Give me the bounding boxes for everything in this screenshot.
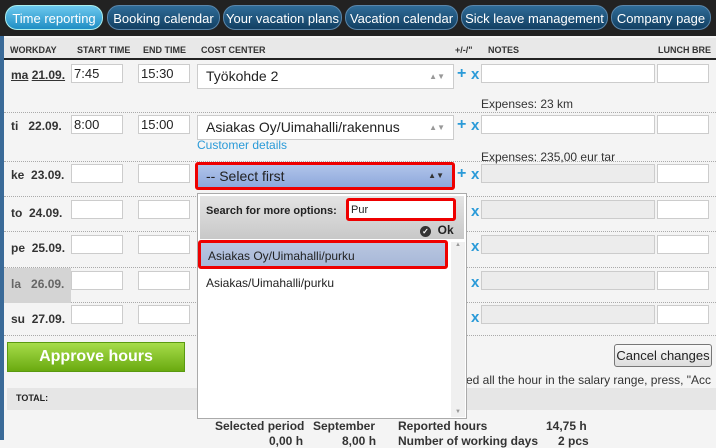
left-strip: [0, 0, 4, 440]
end-time-input[interactable]: [138, 200, 190, 219]
dropdown-option-selected[interactable]: Asiakas Oy/Uimahalli/purku: [198, 240, 448, 269]
workday: ti 22.09.: [11, 119, 62, 133]
tab-company-page[interactable]: Company page: [611, 5, 711, 30]
lunch-input[interactable]: [657, 164, 709, 183]
value-2: 8,00 h: [342, 434, 377, 448]
search-input[interactable]: Pur: [346, 198, 456, 221]
table-row: ke 23.09. -- Select first ▲▼ + x: [4, 162, 716, 197]
cost-center-select[interactable]: -- Select first ▲▼: [195, 162, 455, 190]
start-time-input[interactable]: 7:45: [71, 64, 123, 83]
notes-input[interactable]: [481, 271, 655, 290]
th-end: END TIME: [143, 45, 187, 55]
dropdown-option[interactable]: Asiakas/Uimahalli/purku: [206, 276, 335, 290]
lunch-input[interactable]: [657, 271, 709, 290]
info-text: ed all the hour in the salary range, pre…: [466, 373, 712, 387]
tab-booking-calendar[interactable]: Booking calendar: [107, 5, 220, 30]
delete-icon[interactable]: x: [471, 66, 480, 83]
search-label: Search for more options:: [206, 205, 337, 217]
reported-value: 14,75 h: [546, 419, 587, 433]
end-time-input[interactable]: [138, 271, 190, 290]
workday: ke 23.09.: [11, 168, 65, 182]
end-time-input[interactable]: [138, 235, 190, 254]
tab-time-reporting[interactable]: Time reporting: [5, 5, 103, 30]
cost-center-select[interactable]: Asiakas Oy/Uimahalli/rakennus ▲▼: [197, 115, 454, 140]
delete-icon[interactable]: x: [471, 166, 480, 183]
workday: su 27.09.: [11, 312, 66, 326]
notes-input[interactable]: [481, 200, 655, 219]
search-panel: Search for more options: Pur ✓ Ok: [200, 196, 464, 239]
working-days-label: Number of working days: [398, 434, 539, 448]
th-pm: +/-/": [455, 45, 473, 55]
period-label: Selected period: [215, 419, 305, 433]
start-time-input[interactable]: 8:00: [71, 115, 123, 134]
expenses-text: Expenses: 23 km: [481, 97, 574, 111]
tab-sick-leave[interactable]: Sick leave management: [461, 5, 608, 30]
table-row: la 26.09. x: [4, 268, 716, 303]
end-time-input[interactable]: 15:30: [138, 64, 190, 83]
select-arrows-icon: ▲▼: [429, 123, 445, 132]
th-workday: WORKDAY: [10, 45, 57, 55]
workday: la 26.09.: [11, 277, 65, 291]
cancel-changes-button[interactable]: Cancel changes: [614, 344, 712, 367]
th-start: START TIME: [77, 45, 131, 55]
plus-icon[interactable]: +: [457, 65, 467, 82]
workday: pe 25.09.: [11, 241, 66, 255]
end-time-input[interactable]: [138, 164, 190, 183]
approve-hours-button[interactable]: Approve hours: [7, 342, 185, 372]
th-cost: COST CENTER: [201, 45, 266, 55]
tab-vacation-plans[interactable]: Your vacation plans: [223, 5, 342, 30]
notes-input[interactable]: [481, 305, 655, 324]
start-time-input[interactable]: [71, 200, 123, 219]
select-arrows-icon: ▲▼: [428, 171, 444, 180]
cost-center-select[interactable]: Työkohde 2 ▲▼: [197, 64, 454, 89]
notes-input[interactable]: [481, 235, 655, 254]
start-time-input[interactable]: [71, 271, 123, 290]
table-header: WORKDAY START TIME END TIME COST CENTER …: [4, 38, 716, 60]
lunch-input[interactable]: [657, 305, 709, 324]
delete-icon[interactable]: x: [471, 238, 480, 255]
ok-button[interactable]: ✓ Ok: [420, 223, 454, 237]
th-lunch: LUNCH BRE: [658, 45, 711, 55]
start-time-input[interactable]: [71, 235, 123, 254]
th-notes: NOTES: [488, 45, 520, 55]
workday[interactable]: ma 21.09.: [11, 68, 66, 82]
period-value: September: [313, 419, 376, 433]
scrollbar[interactable]: ▲ ▼: [451, 242, 465, 417]
expenses-text: Expenses: 235,00 eur tar: [481, 150, 616, 164]
plus-icon[interactable]: +: [457, 165, 467, 182]
table-row: pe 25.09. x: [4, 232, 716, 268]
notes-input[interactable]: [481, 64, 655, 83]
plus-icon[interactable]: +: [457, 116, 467, 133]
workday: to 24.09.: [11, 206, 63, 220]
notes-input[interactable]: [481, 115, 655, 134]
nav-bar: Time reporting Booking calendar Your vac…: [0, 0, 716, 36]
lunch-input[interactable]: [657, 115, 709, 134]
total-label: TOTAL:: [16, 393, 49, 403]
lunch-input[interactable]: [657, 200, 709, 219]
table-row: ma 21.09. 7:45 15:30 Työkohde 2 ▲▼ + x Exp…: [4, 62, 716, 113]
delete-icon[interactable]: x: [471, 203, 480, 220]
cost-center-dropdown: Search for more options: Pur ✓ Ok Asiaka…: [197, 193, 467, 419]
weekend-cell: [4, 268, 71, 303]
start-time-input[interactable]: [71, 164, 123, 183]
start-time-input[interactable]: [71, 305, 123, 324]
lunch-input[interactable]: [657, 235, 709, 254]
check-icon: ✓: [420, 226, 431, 237]
delete-icon[interactable]: x: [471, 117, 480, 134]
delete-icon[interactable]: x: [471, 274, 480, 291]
select-arrows-icon: ▲▼: [429, 72, 445, 81]
value-1: 0,00 h: [269, 434, 304, 448]
working-days-value: 2 pcs: [558, 434, 589, 448]
lunch-input[interactable]: [657, 64, 709, 83]
notes-input[interactable]: [481, 164, 655, 183]
reported-label: Reported hours: [398, 419, 488, 433]
tab-vacation-calendar[interactable]: Vacation calendar: [345, 5, 458, 30]
customer-details-link[interactable]: Customer details: [197, 138, 288, 152]
delete-icon[interactable]: x: [471, 309, 480, 326]
end-time-input[interactable]: [138, 305, 190, 324]
table-row: ti 22.09. 8:00 15:00 Asiakas Oy/Uimahall…: [4, 113, 716, 164]
end-time-input[interactable]: 15:00: [138, 115, 190, 134]
